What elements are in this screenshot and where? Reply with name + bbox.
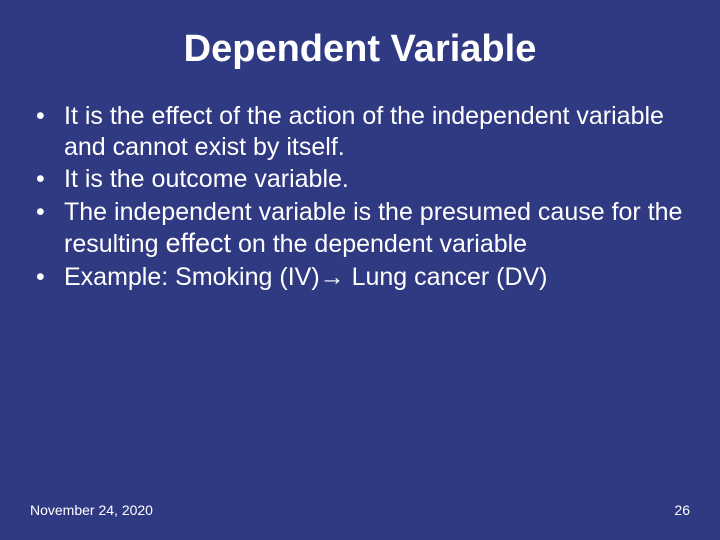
slide-content: It is the effect of the action of the in… xyxy=(0,91,720,292)
slide-footer: November 24, 2020 26 xyxy=(0,502,720,518)
footer-date: November 24, 2020 xyxy=(30,502,153,518)
bullet-item: Example: Smoking (IV)→ Lung cancer (DV) xyxy=(30,262,690,293)
bullet-item: It is the effect of the action of the in… xyxy=(30,101,690,162)
bullet-item: It is the outcome variable. xyxy=(30,164,690,195)
footer-page-number: 26 xyxy=(674,502,690,518)
arrow-icon: → xyxy=(320,263,345,291)
bullet-list: It is the effect of the action of the in… xyxy=(30,101,690,292)
bullet-text-pre: Example: Smoking (IV) xyxy=(64,263,320,291)
bullet-item: The independent variable is the presumed… xyxy=(30,197,690,260)
bullet-text-post: Lung cancer (DV) xyxy=(345,263,548,291)
slide-title: Dependent Variable xyxy=(0,0,720,91)
bullet-text-post: on the dependent variable xyxy=(231,230,527,258)
bullet-text-effect: effect xyxy=(165,228,231,258)
